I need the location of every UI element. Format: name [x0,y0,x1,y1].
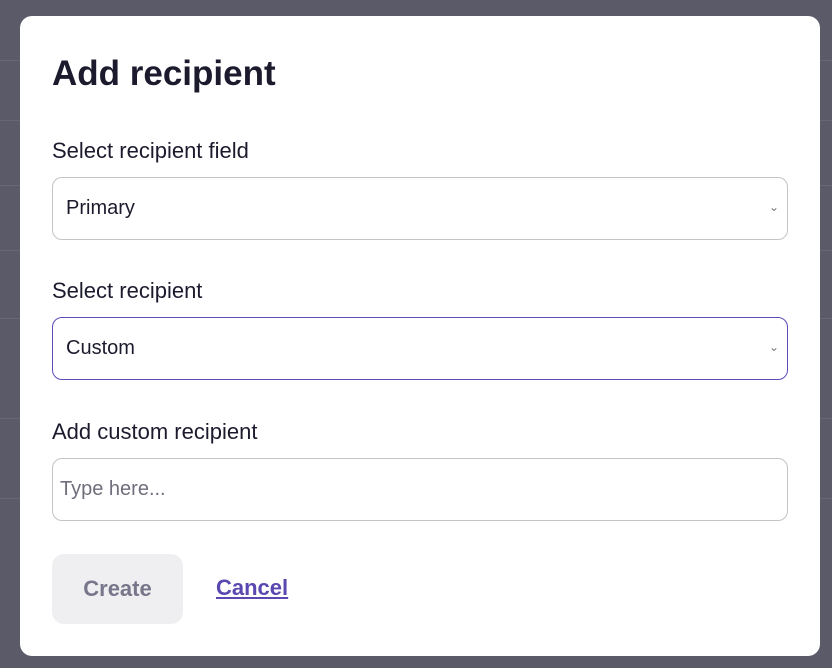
create-button[interactable]: Create [52,554,183,624]
recipient-value: Custom [66,337,135,359]
recipient-field-label: Select recipient field [52,138,249,163]
chevron-down-icon: ⌄ [768,340,779,354]
recipient-select[interactable]: Custom ⌄ [52,317,788,380]
recipient-field-value: Primary [66,197,135,219]
chevron-down-icon: ⌄ [768,200,779,214]
custom-recipient-field [52,458,788,521]
recipient-label: Select recipient [52,278,203,303]
dialog-title: Add recipient [52,54,276,93]
custom-recipient-input[interactable] [53,459,787,520]
recipient-field-select[interactable]: Primary ⌄ [52,177,788,240]
add-recipient-dialog: Add recipient Select recipient field Pri… [20,16,820,656]
custom-recipient-label: Add custom recipient [52,419,258,444]
cancel-link[interactable]: Cancel [216,575,289,600]
